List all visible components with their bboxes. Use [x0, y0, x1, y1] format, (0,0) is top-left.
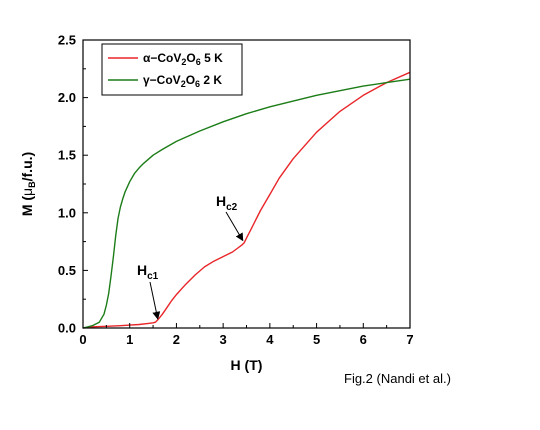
- annotation-hc2-arrow: [225, 211, 244, 242]
- x-tick-label: 6: [360, 332, 367, 347]
- y-tick-label: 0.5: [58, 263, 76, 278]
- x-tick-label: 4: [266, 332, 274, 347]
- y-tick-label: 1.5: [58, 148, 76, 163]
- x-tick-label: 2: [173, 332, 180, 347]
- y-axis-title-mu: μ: [19, 188, 35, 196]
- series-gamma-line: [82, 78, 411, 329]
- y-tick-label: 2.0: [58, 90, 76, 105]
- x-tick-label: 1: [126, 332, 133, 347]
- x-tick-label: 0: [79, 332, 86, 347]
- legend: α−CoV2O6 5 K γ−CoV2O6 2 K: [101, 43, 243, 96]
- x-tick-label: 5: [313, 332, 320, 347]
- annotation-hc1: Hc1: [137, 262, 161, 320]
- legend-box: [101, 43, 243, 96]
- y-tick-label: 0.0: [58, 321, 76, 336]
- annotation-hc2-label: Hc2: [216, 193, 238, 213]
- y-axis-title: M (μB/f.u.): [19, 152, 37, 216]
- y-axis-title-sub: B: [27, 181, 37, 188]
- x-axis-title: H (T): [231, 357, 263, 373]
- legend-label-gamma: γ−CoV2O6 2 K: [143, 73, 222, 89]
- legend-label-alpha: α−CoV2O6 5 K: [143, 51, 223, 67]
- annotation-hc1-arrow: [149, 281, 161, 320]
- x-tick-label: 7: [406, 332, 413, 347]
- y-axis-title-main: M (: [19, 196, 35, 217]
- series-alpha-line: [82, 71, 411, 329]
- annotation-hc1-label: Hc1: [137, 262, 159, 282]
- y-tick-label: 2.5: [58, 33, 76, 48]
- annotation-hc2: Hc2: [216, 193, 244, 242]
- x-tick-label: 3: [220, 332, 227, 347]
- y-tick-label: 1.0: [58, 205, 76, 220]
- figure-caption: Fig.2 (Nandi et al.): [344, 371, 451, 386]
- y-axis-title-tail: /f.u.): [19, 152, 35, 182]
